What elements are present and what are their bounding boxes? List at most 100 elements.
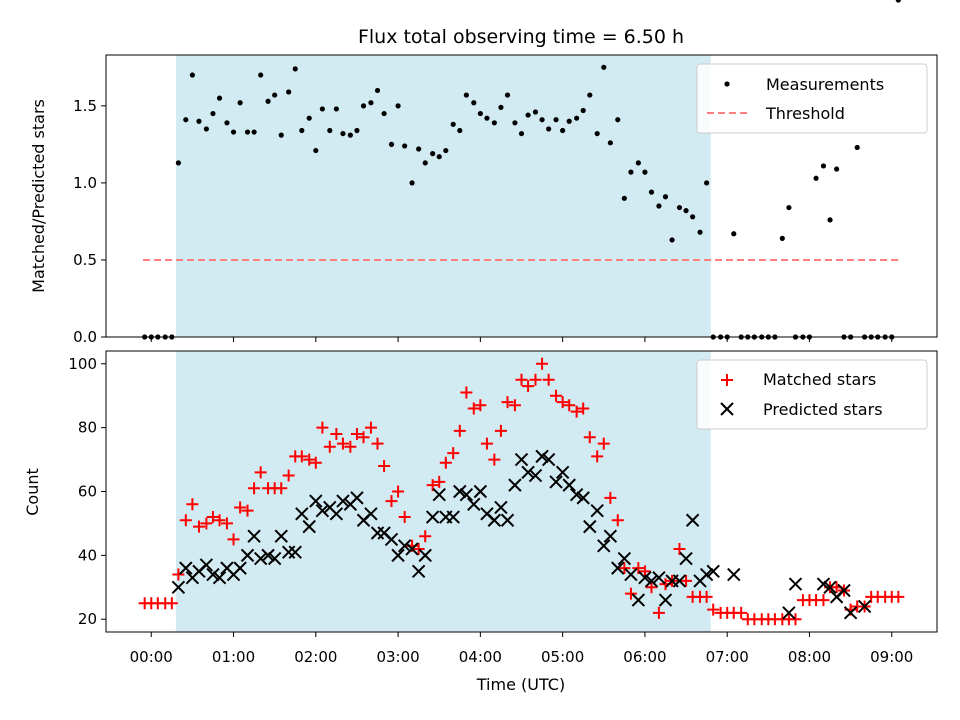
measurement-point bbox=[786, 204, 792, 211]
bottom-y-tick-label: 20 bbox=[78, 610, 97, 628]
predicted-star-point bbox=[583, 519, 597, 534]
measurement-point bbox=[477, 110, 483, 117]
measurement-point bbox=[422, 160, 428, 166]
predicted-star-point bbox=[274, 529, 288, 543]
predicted-star-point bbox=[233, 561, 247, 575]
measurement-point bbox=[471, 100, 477, 106]
matched-star-point bbox=[529, 373, 542, 386]
bottom-y-tick-label: 80 bbox=[78, 419, 97, 437]
x-tick-label: 09:00 bbox=[870, 648, 913, 666]
matched-star-point bbox=[447, 447, 460, 460]
predicted-star-point bbox=[555, 465, 570, 480]
x-axis-label: Time (UTC) bbox=[476, 675, 565, 694]
matched-star-point bbox=[186, 498, 199, 511]
axis-ticks: 00:00 01:00 02:00 03:00 04:00 05:00 06:00 07:00… bbox=[68, 97, 913, 666]
predicted-star-point bbox=[788, 577, 803, 591]
measurement-point bbox=[498, 104, 504, 110]
predicted-star-point bbox=[611, 561, 625, 575]
measurement-point bbox=[216, 95, 223, 101]
measurement-point bbox=[628, 169, 634, 175]
matched-star-point bbox=[680, 574, 693, 587]
matched-star-point bbox=[556, 396, 569, 409]
matched-star-point bbox=[248, 482, 261, 495]
predicted-star-point bbox=[597, 539, 611, 553]
measurement-point bbox=[183, 117, 189, 123]
measurement-point bbox=[175, 160, 182, 166]
predicted-star-point bbox=[473, 484, 488, 499]
measurement-point bbox=[251, 129, 257, 135]
predicted-star-point bbox=[857, 599, 872, 614]
matched-star-point bbox=[735, 606, 748, 619]
matched-star-point bbox=[433, 475, 446, 488]
legend-threshold: Threshold bbox=[765, 104, 845, 123]
matched-star-point bbox=[453, 424, 466, 437]
predicted-star-point bbox=[521, 465, 535, 480]
measurement-point bbox=[313, 147, 319, 154]
matched-star-point bbox=[577, 402, 590, 415]
predicted-star-point bbox=[364, 507, 378, 521]
predicted-star-point bbox=[679, 551, 693, 566]
predicted-star-point bbox=[569, 487, 584, 502]
measurement-point bbox=[450, 121, 456, 127]
measurement-point bbox=[518, 130, 525, 137]
measurement-point bbox=[457, 127, 463, 134]
matched-star-point bbox=[467, 402, 480, 415]
measurement-point bbox=[430, 151, 436, 157]
predicted-star-point bbox=[644, 574, 659, 588]
measurement-point bbox=[436, 154, 442, 160]
measurement-point bbox=[697, 229, 703, 235]
predicted-star-point bbox=[309, 494, 323, 508]
predicted-star-point bbox=[487, 513, 502, 527]
x-tick-label: 00:00 bbox=[130, 648, 173, 666]
matched-star-point bbox=[323, 440, 336, 453]
measurements-series bbox=[142, 0, 901, 340]
predicted-star-point bbox=[281, 545, 296, 559]
top-legend: Measurements Threshold bbox=[696, 63, 928, 134]
measurement-point bbox=[278, 132, 284, 138]
matched-star-point bbox=[220, 517, 233, 530]
measurement-point bbox=[491, 120, 497, 126]
matched-stars-series bbox=[138, 357, 905, 626]
predicted-star-point bbox=[843, 606, 858, 620]
matched-star-point bbox=[357, 431, 370, 444]
x-tick-label: 06:00 bbox=[623, 648, 666, 666]
measurement-point bbox=[354, 127, 360, 134]
predicted-star-point bbox=[508, 478, 522, 492]
bottom-y-axis-label: Count bbox=[23, 468, 42, 516]
measurement-point bbox=[306, 115, 312, 121]
predicted-star-point bbox=[171, 580, 186, 595]
predicted-star-point bbox=[837, 583, 851, 598]
measurement-point bbox=[676, 204, 683, 211]
measurement-point bbox=[648, 189, 655, 195]
measurement-point bbox=[196, 118, 202, 124]
measurement-point bbox=[265, 98, 271, 104]
matched-star-point bbox=[303, 453, 316, 466]
matched-star-point bbox=[494, 424, 507, 437]
matched-star-point bbox=[309, 456, 322, 469]
measurement-point bbox=[244, 129, 251, 135]
measurement-point bbox=[539, 117, 545, 123]
matched-star-point bbox=[213, 514, 226, 527]
matched-star-point bbox=[611, 514, 624, 527]
measurement-point bbox=[258, 72, 264, 78]
measurement-point bbox=[347, 132, 353, 138]
measurement-point bbox=[813, 175, 819, 181]
measurement-point bbox=[615, 117, 621, 123]
matched-star-point bbox=[508, 399, 521, 412]
predicted-star-point bbox=[494, 500, 508, 515]
x-tick-label: 04:00 bbox=[459, 648, 502, 666]
measurement-point bbox=[525, 112, 531, 118]
matched-star-point bbox=[501, 396, 514, 409]
predicted-star-point bbox=[672, 574, 687, 588]
measurement-point bbox=[189, 72, 195, 78]
predicted-star-point bbox=[267, 551, 282, 566]
predicted-star-point bbox=[302, 519, 316, 534]
predicted-star-point bbox=[562, 478, 576, 492]
matched-star-point bbox=[192, 520, 205, 533]
matched-star-point bbox=[378, 459, 391, 472]
measurement-point bbox=[895, 0, 901, 3]
predicted-star-point bbox=[699, 567, 714, 582]
predicted-star-point bbox=[425, 510, 440, 524]
predicted-star-point bbox=[405, 542, 419, 556]
matched-star-point bbox=[480, 437, 493, 450]
